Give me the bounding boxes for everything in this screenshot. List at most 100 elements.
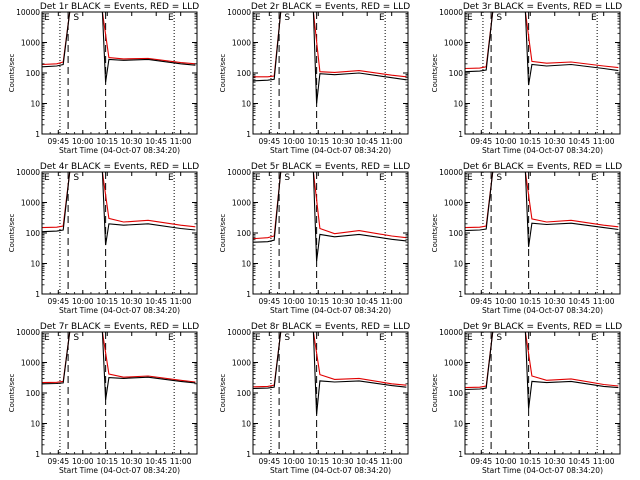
- y-tick-label: 10: [453, 420, 463, 429]
- y-tick-label: 1: [246, 450, 251, 459]
- marker-label: S: [284, 173, 290, 183]
- lld-series-line: [253, 12, 407, 78]
- y-axis-label: Counts/sec: [219, 374, 227, 413]
- x-tick-label: 09:45: [471, 457, 493, 466]
- y-tick-label: 1: [35, 450, 40, 459]
- events-series-line: [42, 172, 196, 246]
- chart-title: Det 8r BLACK = Events, RED = LLD: [251, 322, 410, 332]
- y-axis-label: Counts/sec: [219, 54, 227, 93]
- y-tick-label: 1000: [21, 199, 40, 208]
- x-tick-label: 11:00: [381, 297, 403, 306]
- plot-area: [253, 12, 407, 134]
- y-tick-label: 10: [241, 420, 251, 429]
- marker-label: E: [44, 333, 50, 343]
- y-tick-label: 1000: [21, 39, 40, 48]
- marker-label: E: [379, 13, 385, 23]
- x-tick-label: 10:30: [332, 137, 354, 146]
- x-tick-label: 10:15: [307, 137, 329, 146]
- marker-label: E: [467, 13, 473, 23]
- y-tick-label: 100: [237, 389, 252, 398]
- x-tick-label: 09:45: [471, 297, 493, 306]
- lld-series-line: [42, 12, 196, 66]
- y-tick-label: 10000: [227, 168, 251, 177]
- events-series-line: [42, 12, 196, 83]
- x-tick-label: 10:45: [145, 457, 167, 466]
- plot-area: [253, 332, 407, 454]
- marker-label: S: [73, 173, 79, 183]
- marker-label: E: [591, 13, 597, 23]
- marker-label: S: [73, 333, 79, 343]
- y-tick-label: 1: [458, 130, 463, 139]
- marker-label: E: [168, 13, 174, 23]
- x-tick-label: 10:00: [495, 457, 517, 466]
- x-tick-label: 11:00: [593, 137, 615, 146]
- x-axis-label: Start Time (04-Oct-07 08:34:20): [270, 306, 391, 315]
- y-axis-label: Counts/sec: [8, 374, 16, 413]
- x-tick-label: 10:00: [72, 137, 94, 146]
- marker-label: E: [44, 173, 50, 183]
- marker-label: E: [379, 173, 385, 183]
- y-axis-label: Counts/sec: [8, 54, 16, 93]
- marker-label: S: [496, 173, 502, 183]
- y-tick-label: 10: [30, 260, 40, 269]
- y-axis-label: Counts/sec: [8, 214, 16, 253]
- plot-area: [465, 332, 619, 454]
- events-series-line: [465, 12, 619, 86]
- x-tick-label: 09:45: [259, 137, 281, 146]
- x-tick-label: 10:00: [283, 457, 305, 466]
- x-axis-label: Start Time (04-Oct-07 08:34:20): [482, 306, 603, 315]
- y-tick-label: 1: [246, 130, 251, 139]
- x-tick-label: 09:45: [48, 457, 70, 466]
- events-series-line: [253, 332, 407, 415]
- y-tick-label: 1: [246, 290, 251, 299]
- x-tick-label: 10:00: [283, 297, 305, 306]
- chart-title: Det 1r BLACK = Events, RED = LLD: [40, 2, 199, 12]
- marker-label: E: [467, 333, 473, 343]
- lld-series-line: [465, 12, 619, 70]
- x-tick-label: 09:45: [259, 297, 281, 306]
- y-tick-label: 10000: [439, 8, 463, 17]
- x-axis-label: Start Time (04-Oct-07 08:34:20): [270, 466, 391, 475]
- y-tick-label: 100: [449, 229, 464, 238]
- plot-area: [465, 12, 619, 134]
- lld-series-line: [253, 172, 407, 240]
- y-tick-label: 100: [26, 389, 41, 398]
- y-tick-label: 100: [237, 229, 252, 238]
- x-tick-label: 11:00: [381, 137, 403, 146]
- marker-label: E: [591, 333, 597, 343]
- y-tick-label: 10: [453, 260, 463, 269]
- marker-label: E: [591, 173, 597, 183]
- lld-series-line: [42, 172, 196, 229]
- marker-label: E: [255, 333, 261, 343]
- x-axis-label: Start Time (04-Oct-07 08:34:20): [59, 146, 180, 155]
- lld-series-line: [253, 332, 407, 388]
- x-tick-label: 10:45: [356, 297, 378, 306]
- plot-area: [465, 172, 619, 294]
- plot-area: [42, 332, 196, 454]
- y-tick-label: 100: [449, 389, 464, 398]
- marker-label: S: [284, 333, 290, 343]
- plot-area: [253, 172, 407, 294]
- x-axis-label: Start Time (04-Oct-07 08:34:20): [482, 146, 603, 155]
- events-series-line: [42, 332, 196, 400]
- y-tick-label: 10: [241, 260, 251, 269]
- marker-label: S: [284, 13, 290, 23]
- chart-title: Det 2r BLACK = Events, RED = LLD: [251, 2, 410, 12]
- lld-series-line: [42, 332, 196, 384]
- x-tick-label: 11:00: [593, 297, 615, 306]
- y-tick-label: 1000: [232, 359, 251, 368]
- x-tick-label: 10:45: [145, 137, 167, 146]
- y-tick-label: 100: [26, 229, 41, 238]
- plot-area: [42, 172, 196, 294]
- x-tick-label: 10:30: [121, 457, 143, 466]
- marker-label: E: [168, 173, 174, 183]
- x-tick-label: 11:00: [170, 297, 192, 306]
- x-tick-label: 10:45: [568, 137, 590, 146]
- y-tick-label: 10000: [439, 168, 463, 177]
